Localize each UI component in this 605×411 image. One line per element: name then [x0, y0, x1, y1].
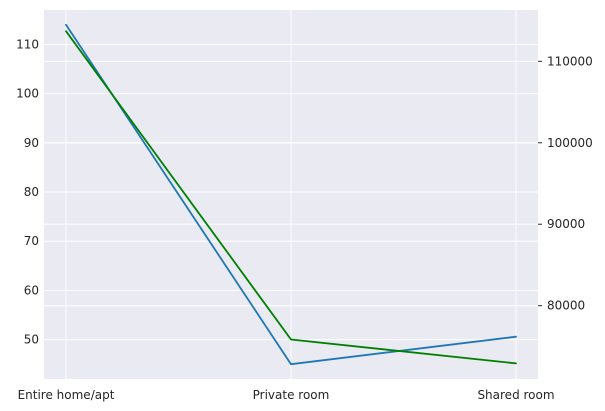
left-y-tick-label: 70: [24, 234, 39, 248]
right-y-tick-labels: 80000 90000 100000 110000: [538, 54, 593, 313]
left-y-tick-label: 50: [24, 333, 39, 347]
right-y-tick-label: 90000: [547, 217, 585, 231]
right-y-gridlines: [44, 60, 538, 307]
right-y-tick-label: 80000: [547, 299, 585, 313]
x-tick-label: Entire home/apt: [18, 388, 115, 402]
x-gridlines: [65, 10, 517, 379]
left-y-tick-label: 110: [16, 37, 39, 51]
x-tick-label: Private room: [253, 388, 330, 402]
x-tick-labels: Entire home/apt Private room Shared room: [18, 388, 555, 402]
right-axis-series-line: [65, 30, 517, 365]
series-layer: [65, 23, 517, 366]
x-tick-label: Shared room: [477, 388, 554, 402]
left-y-tick-label: 90: [24, 136, 39, 150]
left-y-tick-label: 100: [16, 87, 39, 101]
left-y-tick-label: 80: [24, 185, 39, 199]
left-y-tick-label: 60: [24, 283, 39, 297]
left-axis-series-line: [65, 23, 517, 366]
left-y-tick-labels: 50 60 70 80 90 100 110: [16, 37, 39, 346]
right-y-tick-label: 110000: [547, 54, 593, 68]
right-y-tick-label: 100000: [547, 136, 593, 150]
